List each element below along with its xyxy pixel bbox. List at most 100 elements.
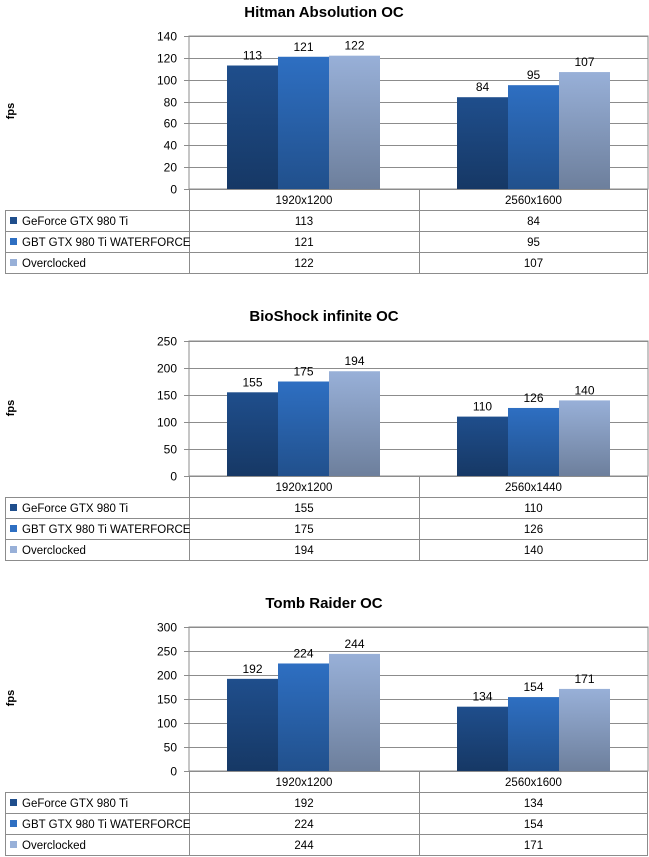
bar: [559, 688, 610, 771]
y-axis-label: fps: [5, 400, 17, 417]
legend-series-name: Overclocked: [22, 545, 86, 557]
table-cell-value: 171: [524, 840, 543, 852]
legend-swatch: [10, 238, 17, 245]
data-label: 171: [574, 672, 594, 686]
table-cell-value: 154: [524, 819, 544, 831]
legend-series-name: GeForce GTX 980 Ti: [22, 503, 128, 515]
chart-title: BioShock infinite OC: [249, 308, 398, 325]
table-cell-value: 95: [527, 237, 540, 249]
table-cell-value: 224: [294, 819, 314, 831]
y-tick-label: 200: [157, 669, 177, 683]
table-cell-value: 140: [524, 545, 543, 557]
bar: [329, 653, 380, 771]
x-category-label: 1920x1200: [276, 777, 333, 789]
chart-hitman-absolution: Hitman Absolution OC fps 0 20 40 60 80 100 120 14…: [5, 4, 649, 274]
legend-series-name: GeForce GTX 980 Ti: [22, 798, 128, 810]
data-label: 110: [473, 400, 492, 414]
bar: [508, 85, 559, 189]
data-label: 95: [527, 68, 541, 82]
bar: [278, 663, 329, 771]
table-cell-value: 192: [294, 798, 313, 810]
table-cell-value: 122: [294, 258, 313, 270]
legend-swatch: [10, 799, 17, 806]
y-tick-label: 50: [164, 741, 178, 755]
data-label: 121: [293, 40, 313, 54]
y-tick-label: 200: [157, 362, 177, 376]
y-tick-label: 0: [170, 183, 177, 197]
legend-swatch: [10, 525, 17, 532]
data-label: 126: [523, 391, 543, 405]
x-category-label: 2560x1440: [505, 482, 562, 494]
bar: [227, 678, 278, 771]
legend-swatch: [10, 546, 17, 553]
table-cell-value: 244: [294, 840, 314, 852]
table-cell-value: 126: [524, 524, 543, 536]
data-label: 192: [242, 662, 262, 676]
data-label: 113: [243, 49, 262, 63]
data-label: 175: [293, 365, 313, 379]
data-label: 84: [476, 80, 490, 94]
y-tick-label: 100: [157, 74, 177, 88]
table-cell-value: 110: [524, 503, 542, 515]
chart-bioshock-infinite: BioShock infinite OC fps 0 50 100 150 200 250 15…: [5, 308, 649, 561]
bar: [457, 97, 508, 189]
y-tick-label: 100: [157, 416, 177, 430]
data-label: 134: [472, 690, 492, 704]
chart-title: Hitman Absolution OC: [244, 4, 404, 21]
legend-swatch: [10, 217, 17, 224]
table-cell-value: 155: [294, 503, 313, 515]
y-tick-label: 150: [157, 693, 177, 707]
y-tick-label: 250: [157, 335, 177, 349]
y-tick-label: 300: [157, 621, 177, 635]
table-cell-value: 121: [294, 237, 313, 249]
data-label: 224: [293, 646, 313, 660]
y-tick-label: 150: [157, 389, 177, 403]
table-cell-value: 134: [524, 798, 544, 810]
table-cell-value: 84: [527, 216, 540, 228]
y-axis-label: fps: [5, 690, 17, 707]
legend-series-name: GBT GTX 980 Ti WATERFORCE: [22, 237, 191, 249]
legend-series-name: Overclocked: [22, 840, 86, 852]
y-tick-label: 120: [157, 52, 177, 66]
data-label: 244: [344, 637, 364, 651]
y-tick-label: 40: [164, 139, 178, 153]
legend-series-name: Overclocked: [22, 258, 86, 270]
legend-swatch: [10, 820, 17, 827]
data-label: 122: [344, 39, 364, 53]
bar: [329, 55, 380, 189]
table-cell-value: 113: [295, 216, 313, 228]
bar: [227, 392, 278, 476]
x-category-label: 2560x1600: [505, 777, 562, 789]
x-category-label: 1920x1200: [276, 195, 333, 207]
y-tick-label: 60: [164, 117, 178, 131]
table-cell-value: 175: [294, 524, 313, 536]
legend-series-name: GeForce GTX 980 Ti: [22, 216, 128, 228]
y-tick-label: 140: [157, 30, 177, 44]
bar: [278, 56, 329, 190]
data-label: 107: [574, 55, 594, 69]
data-label: 140: [574, 383, 594, 397]
legend-series-name: GBT GTX 980 Ti WATERFORCE: [22, 819, 191, 831]
bar: [329, 371, 380, 476]
bar: [457, 706, 508, 771]
y-tick-label: 250: [157, 645, 177, 659]
chart-title: Tomb Raider OC: [265, 595, 382, 612]
data-label: 154: [523, 680, 543, 694]
bar: [457, 416, 508, 476]
table-cell-value: 107: [524, 258, 543, 270]
chart-tomb-raider: Tomb Raider OC fps 0 50 100 150 200 250 300 192 22…: [5, 595, 649, 856]
data-label: 194: [344, 354, 364, 368]
data-label: 155: [242, 375, 262, 389]
y-tick-label: 20: [164, 161, 178, 175]
x-category-label: 2560x1600: [505, 195, 562, 207]
bar: [508, 407, 559, 476]
y-axis-label: fps: [5, 103, 17, 120]
bar: [559, 400, 610, 476]
legend-series-name: GBT GTX 980 Ti WATERFORCE: [22, 524, 191, 536]
bar: [227, 65, 278, 189]
bar: [559, 72, 610, 189]
legend-swatch: [10, 841, 17, 848]
y-tick-label: 80: [164, 96, 178, 110]
x-category-label: 1920x1200: [276, 482, 333, 494]
table-cell-value: 194: [294, 545, 314, 557]
